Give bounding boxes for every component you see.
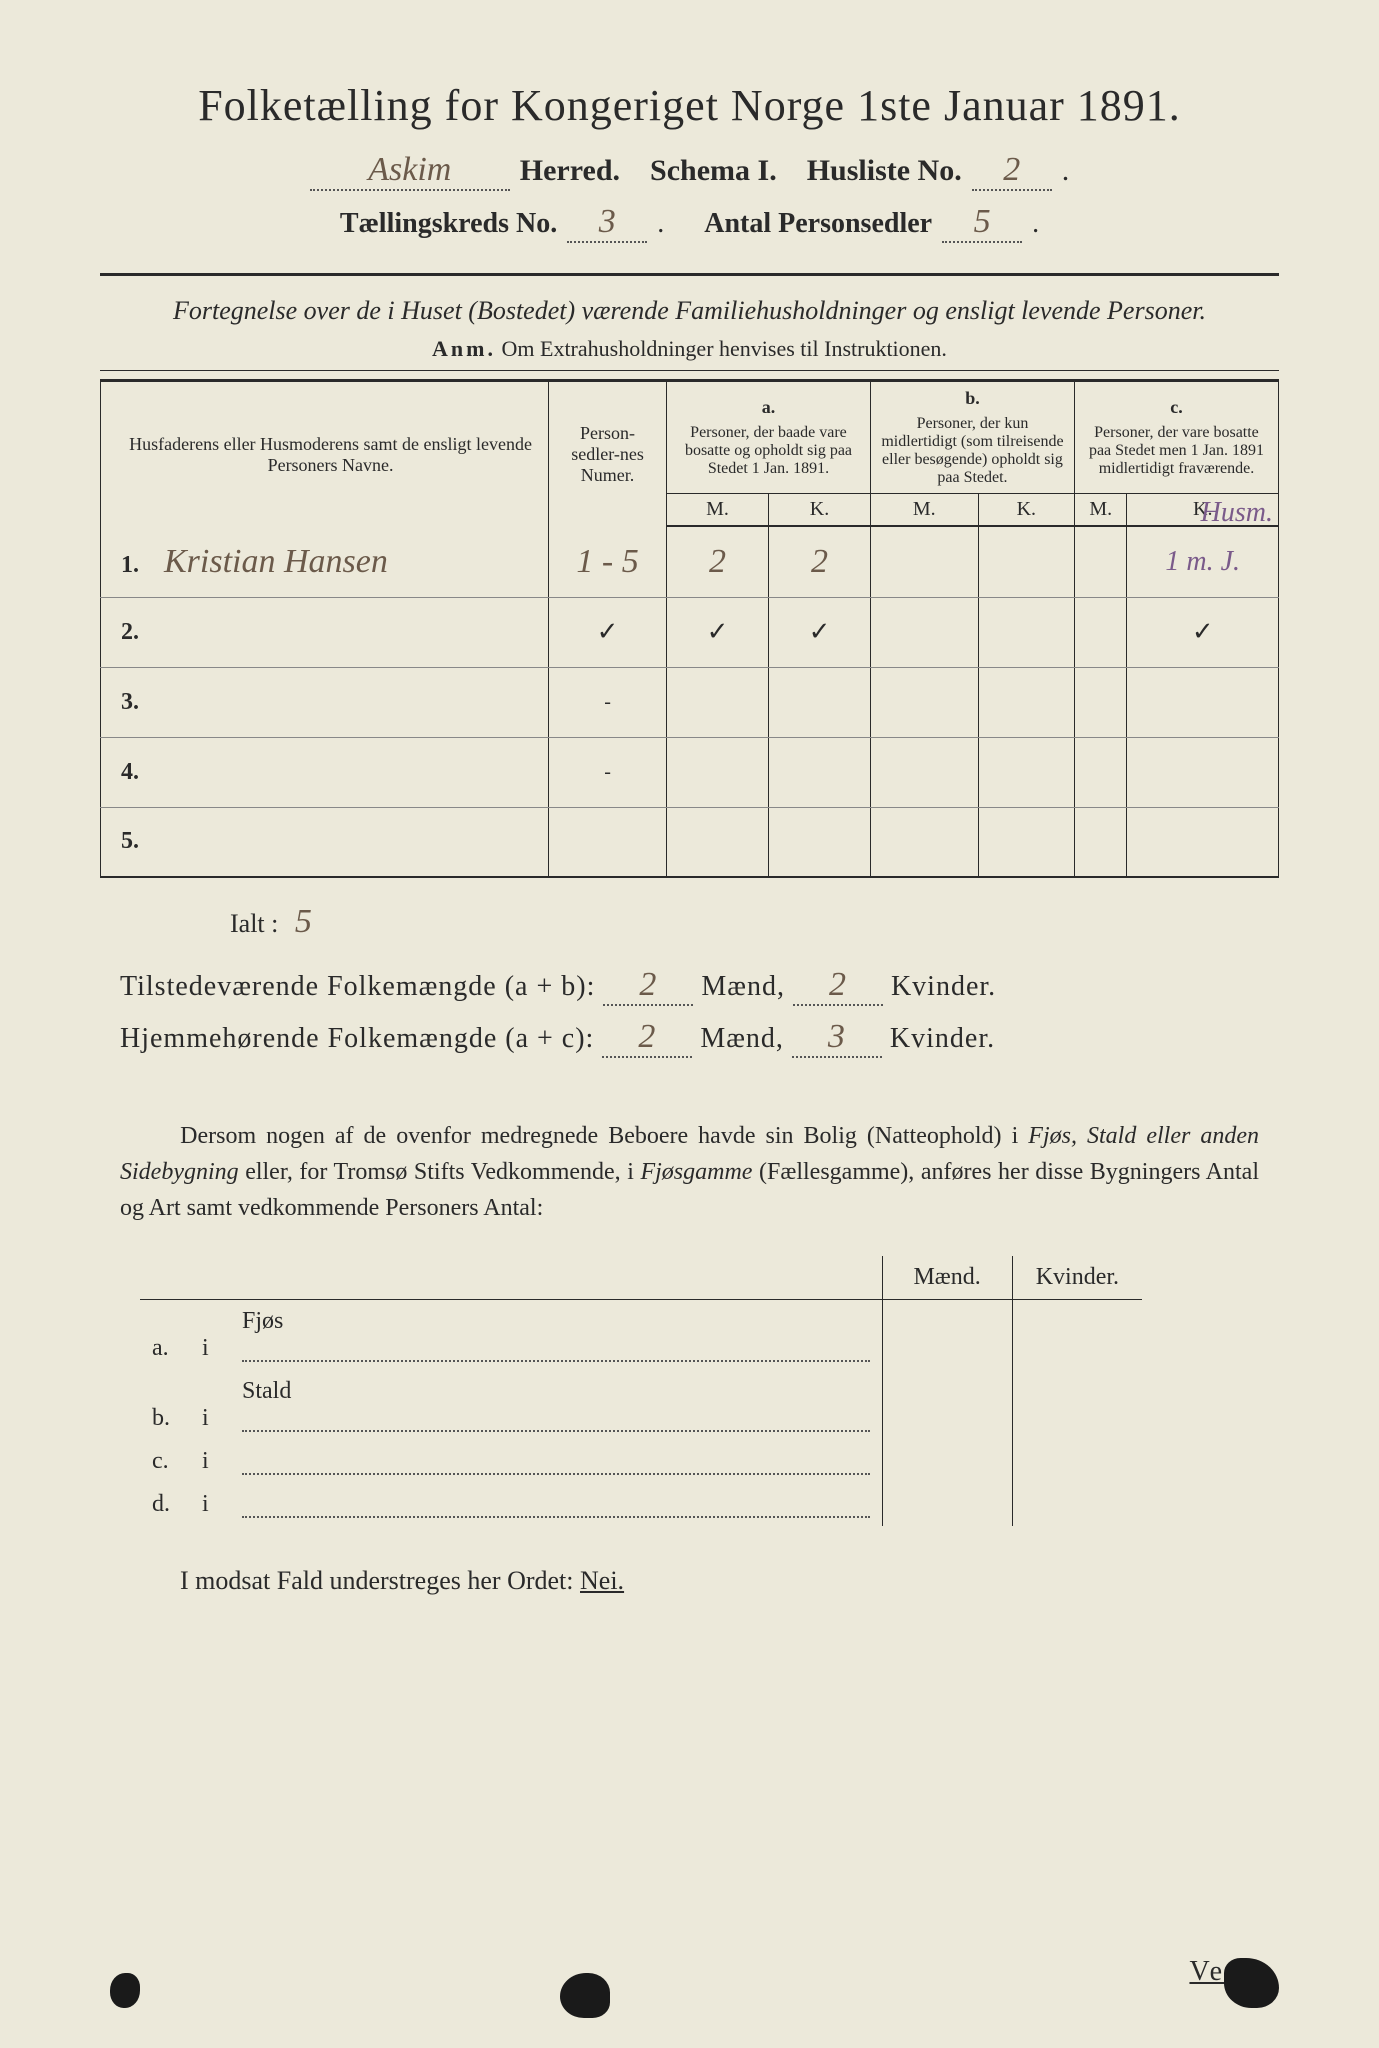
bottom-row: c. i [140, 1440, 1142, 1483]
check: ✓ [809, 617, 831, 646]
nei-line: I modsat Fald understreges her Ordet: Ne… [180, 1566, 1279, 1596]
col-a-k: K. [768, 494, 870, 527]
cell-a-m: 2 [709, 543, 726, 580]
paragraph-text: Dersom nogen af de ovenfor medregnede Be… [120, 1118, 1259, 1226]
row-i: i [190, 1483, 230, 1526]
person-name: Kristian Hansen [164, 543, 388, 580]
nei-word: Nei. [580, 1566, 624, 1595]
summary-label: Hjemmehørende Folkemængde (a + c): [120, 1023, 594, 1054]
place-label: Fjøs [242, 1308, 283, 1334]
anm-text: Om Extrahusholdninger henvises til Instr… [502, 336, 947, 361]
kvinder-label: Kvinder. [891, 971, 996, 1002]
col-c-m: M. [1074, 494, 1127, 527]
antal-value-field: 5 [942, 203, 1022, 243]
husliste-label: Husliste No. [807, 154, 962, 188]
table-row: 2. ✓ ✓ ✓ ✓ [101, 597, 1279, 667]
schema-label: Schema I. [650, 154, 777, 188]
row-num: 4. [121, 759, 139, 785]
row-num: 2. [121, 619, 139, 645]
kreds-no-field: 3 [567, 203, 647, 243]
summary-label: Tilstedeværende Folkemængde (a + b): [120, 971, 595, 1002]
header-line-2: Tællingskreds No. 3 . Antal Personsedler… [100, 203, 1279, 243]
col-a: a. Personer, der baade vare bosatte og o… [667, 381, 871, 494]
row-num: 5. [121, 828, 139, 854]
bottom-row: d. i [140, 1483, 1142, 1526]
annotation-husm: Husm. [1201, 497, 1273, 529]
ialt-value: 5 [295, 903, 312, 940]
husliste-no-field: 2 [972, 151, 1052, 191]
divider [100, 273, 1279, 276]
summary-line-1: Tilstedeværende Folkemængde (a + b): 2 M… [120, 966, 1279, 1006]
summary-m-value: 2 [602, 1018, 692, 1058]
sedler-value: 1 - 5 [576, 543, 638, 580]
bottom-table: Mænd. Kvinder. a. i Fjøs b. i Stald c. i… [140, 1256, 1142, 1526]
ialt-label: Ialt : [230, 909, 278, 938]
bottom-row: a. i Fjøs [140, 1300, 1142, 1371]
ink-blot [560, 1973, 610, 2018]
row-label: d. [140, 1483, 190, 1526]
col-c: c. Personer, der vare bosatte paa Stedet… [1074, 381, 1278, 494]
row-i: i [190, 1440, 230, 1483]
maend-label: Mænd, [700, 1023, 784, 1054]
summary-line-2: Hjemmehørende Folkemængde (a + c): 2 Mæn… [120, 1018, 1279, 1058]
maend-header: Mænd. [882, 1256, 1012, 1300]
ialt-line: Ialt : 5 [230, 903, 1279, 941]
summary-m-value: 2 [603, 966, 693, 1006]
header-line-1: Askim Herred. Schema I. Husliste No. 2 . [100, 151, 1279, 191]
table-row: 5. [101, 807, 1279, 877]
nei-prefix: I modsat Fald understreges her Ordet: [180, 1566, 574, 1595]
antal-label: Antal Personsedler [704, 208, 932, 240]
kreds-label: Tællingskreds No. [340, 208, 557, 240]
kvinder-header: Kvinder. [1012, 1256, 1142, 1300]
ink-blot [1224, 1958, 1279, 2008]
col-header-name: Husfaderens eller Husmoderens samt de en… [101, 381, 549, 528]
row-i: i [190, 1300, 230, 1371]
census-form-page: Folketælling for Kongeriget Norge 1ste J… [0, 0, 1379, 2048]
col-b-m: M. [870, 494, 978, 527]
table-row: 4. - [101, 737, 1279, 807]
col-b-k: K. [978, 494, 1074, 527]
table-row: 1. Kristian Hansen 1 - 5 2 2 Husm. 1 m. … [101, 527, 1279, 597]
col-a-m: M. [667, 494, 769, 527]
row-num: 1. [121, 552, 139, 578]
summary-k-value: 3 [792, 1018, 882, 1058]
check: ✓ [597, 617, 619, 646]
summary-k-value: 2 [793, 966, 883, 1006]
check: ✓ [1192, 617, 1214, 646]
divider [100, 370, 1279, 371]
check: ✓ [707, 617, 729, 646]
annotation-line: Anm. Om Extrahusholdninger henvises til … [100, 336, 1279, 362]
row-i: i [190, 1370, 230, 1440]
place-label: Stald [242, 1378, 291, 1404]
row-num: 3. [121, 689, 139, 715]
col-header-num: Person-sedler-nes Numer. [549, 381, 667, 528]
table-row: 3. - [101, 667, 1279, 737]
row-label: c. [140, 1440, 190, 1483]
cell-c-k: 1 m. J. [1165, 546, 1240, 577]
herred-label: Herred. [520, 154, 620, 188]
kvinder-label: Kvinder. [890, 1023, 995, 1054]
ink-blot [110, 1973, 140, 2008]
page-title: Folketælling for Kongeriget Norge 1ste J… [100, 80, 1279, 131]
anm-prefix: Anm. [432, 336, 496, 361]
main-table: Husfaderens eller Husmoderens samt de en… [100, 379, 1279, 878]
row-label: b. [140, 1370, 190, 1440]
cell-a-k: 2 [811, 543, 828, 580]
herred-name-field: Askim [310, 151, 510, 191]
subtitle: Fortegnelse over de i Huset (Bostedet) v… [100, 296, 1279, 326]
row-label: a. [140, 1300, 190, 1371]
maend-label: Mænd, [701, 971, 785, 1002]
bottom-row: b. i Stald [140, 1370, 1142, 1440]
col-b: b. Personer, der kun midlertidigt (som t… [870, 381, 1074, 494]
